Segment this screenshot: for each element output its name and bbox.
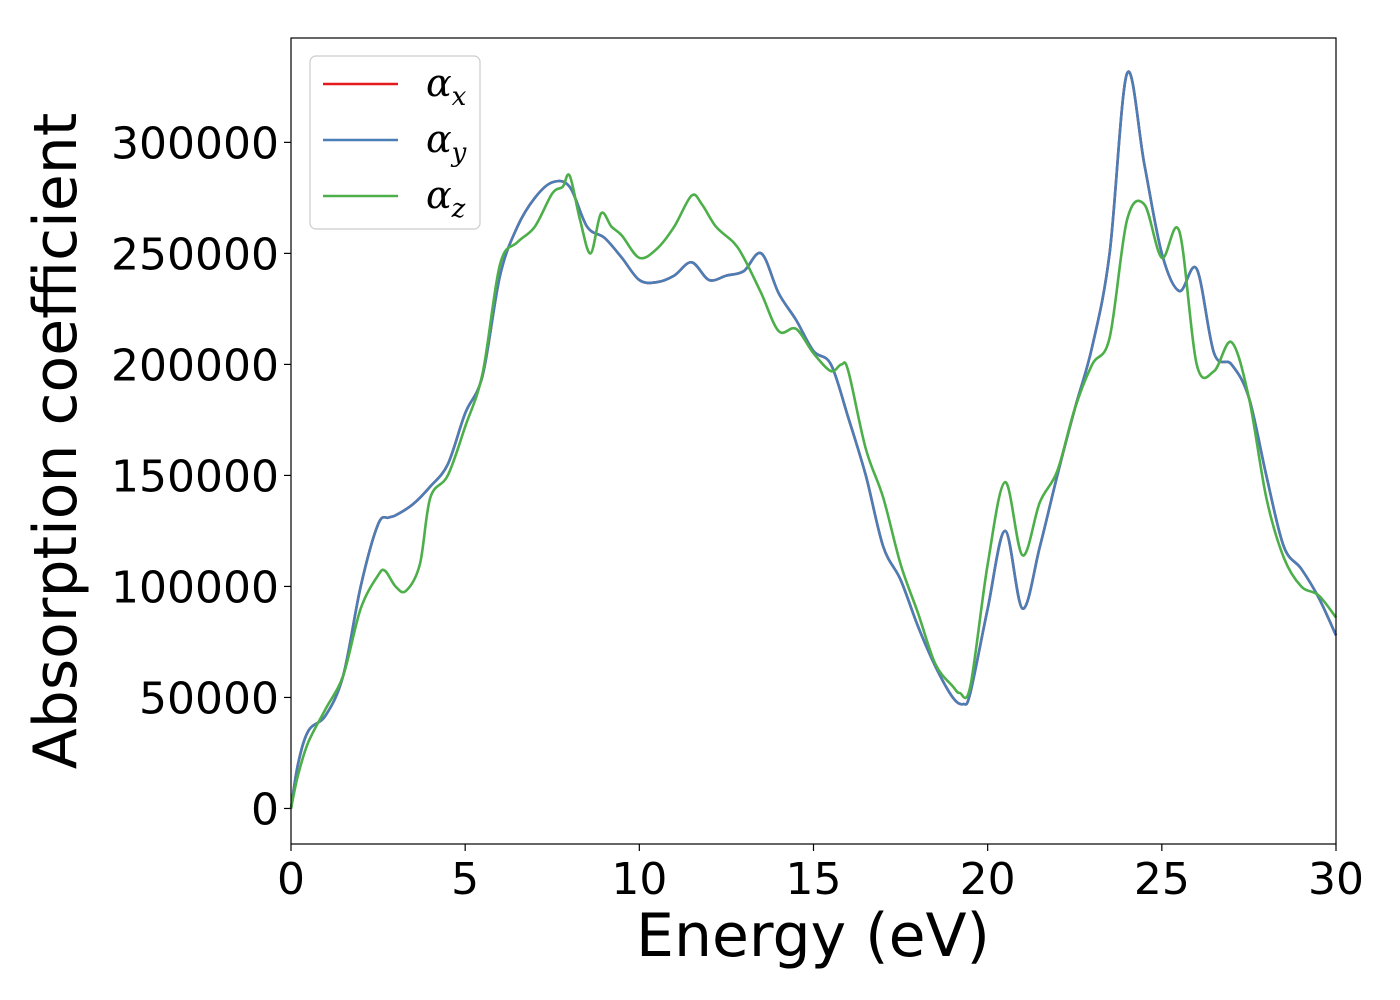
legend-label-base: α [426,173,452,217]
plot-frame [290,37,1337,845]
series-lines [289,70,1338,809]
legend-label-z: αz [426,173,466,224]
legend-label-subscript: y [451,138,467,168]
y-axis-title: Absorption coefficient [21,113,91,770]
y-tick-label: 250000 [111,229,279,280]
legend-label-subscript: z [451,194,466,224]
legend-label-base: α [426,117,452,161]
y-tick-label: 100000 [111,562,279,613]
x-tick-label: 20 [960,854,1016,905]
x-axis-title: Energy (eV) [636,901,990,971]
series-line-z [289,173,1338,809]
y-tick-label: 300000 [111,118,279,169]
x-tick-label: 10 [611,854,667,905]
axis-ticks: 0 5 10 15 20 25 30 0 50000 100000 150000 200000 2500… [111,118,1364,905]
y-tick-label: 50000 [139,673,279,724]
y-tick-label: 0 [251,784,279,835]
x-tick-label: 5 [451,854,479,905]
legend-label-base: α [426,61,452,105]
legend-label-x: αx [426,61,467,112]
y-tick-label: 150000 [111,451,279,502]
legend-label-y: αy [426,117,467,168]
legend-label-subscript: x [452,82,467,112]
x-tick-label: 15 [786,854,842,905]
x-tick-label: 0 [277,854,305,905]
x-tick-label: 25 [1134,854,1190,905]
series-line-y [289,70,1338,809]
legend-box [309,55,481,230]
x-tick-label: 30 [1308,854,1364,905]
y-tick-label: 200000 [111,340,279,391]
